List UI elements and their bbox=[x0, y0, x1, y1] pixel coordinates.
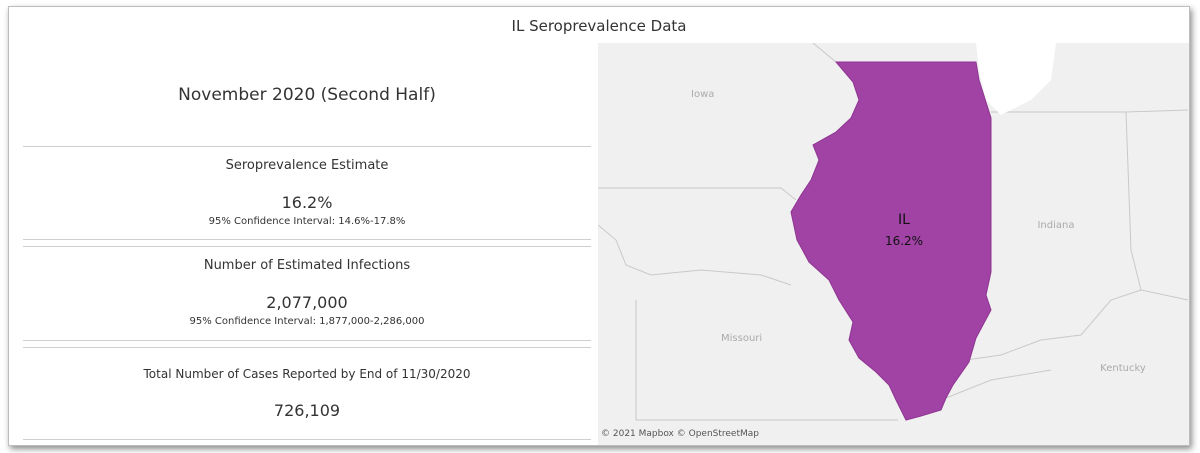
divider bbox=[23, 439, 591, 440]
section-interval: 95% Confidence Interval: 1,877,000-2,286… bbox=[189, 316, 425, 327]
section-label: Total Number of Cases Reported by End of… bbox=[143, 367, 471, 381]
highlight-value: 16.2% bbox=[885, 234, 923, 248]
section-interval: 95% Confidence Interval: 14.6%-17.8% bbox=[208, 216, 406, 227]
section-label: Number of Estimated Infections bbox=[203, 258, 411, 273]
dashboard: IL Seroprevalence Data November 2020 (Se… bbox=[8, 6, 1190, 446]
section-value: 2,077,000 bbox=[266, 293, 348, 312]
state-label: Kentucky bbox=[1100, 363, 1146, 374]
divider bbox=[23, 246, 591, 247]
divider bbox=[23, 347, 591, 348]
divider bbox=[23, 239, 591, 240]
divider bbox=[23, 340, 591, 341]
state-label: Missouri bbox=[721, 333, 762, 344]
summary-panel: November 2020 (Second Half) Seroprevalen… bbox=[23, 43, 591, 445]
map-attribution: © 2021 Mapbox © OpenStreetMap bbox=[601, 429, 759, 439]
state-label: Indiana bbox=[1037, 220, 1074, 231]
divider bbox=[23, 146, 591, 147]
illinois-shape[interactable] bbox=[790, 61, 992, 421]
section-value: 16.2% bbox=[281, 193, 333, 212]
dashboard-title: IL Seroprevalence Data bbox=[511, 17, 687, 35]
period: November 2020 (Second Half) bbox=[178, 85, 436, 105]
highlight-name: IL bbox=[898, 212, 910, 228]
lake-michigan bbox=[976, 43, 1056, 115]
state-borders bbox=[598, 43, 1189, 421]
section-value: 726,109 bbox=[273, 401, 341, 420]
section-label: Seroprevalence Estimate bbox=[225, 158, 389, 173]
state-label: Iowa bbox=[691, 89, 714, 100]
map: Iowa Missouri Indiana Kentucky IL 16.2% … bbox=[598, 43, 1189, 445]
